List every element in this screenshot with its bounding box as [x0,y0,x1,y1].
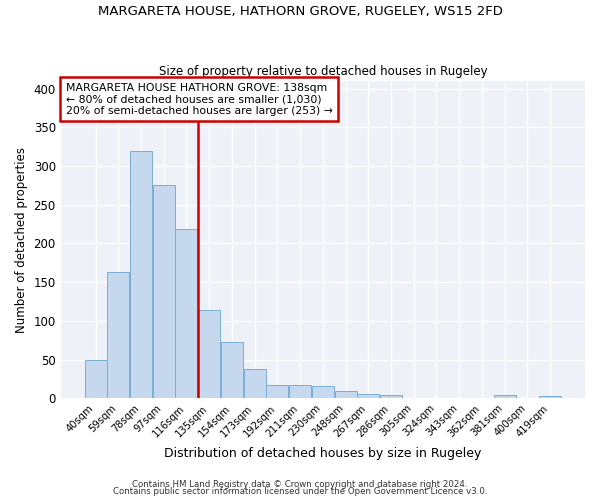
Bar [380,395,402,398]
Bar [130,150,152,398]
Bar [335,391,356,398]
Bar [221,342,243,398]
Bar [85,360,107,398]
Text: MARGARETA HOUSE, HATHORN GROVE, RUGELEY, WS15 2FD: MARGARETA HOUSE, HATHORN GROVE, RUGELEY,… [98,5,502,18]
Bar [244,369,266,398]
Text: MARGARETA HOUSE HATHORN GROVE: 138sqm
← 80% of detached houses are smaller (1,03: MARGARETA HOUSE HATHORN GROVE: 138sqm ← … [66,82,333,116]
Title: Size of property relative to detached houses in Rugeley: Size of property relative to detached ho… [158,66,487,78]
Bar [175,229,197,398]
Bar [494,395,516,398]
Bar [357,394,379,398]
Bar [289,385,311,398]
Text: Contains HM Land Registry data © Crown copyright and database right 2024.: Contains HM Land Registry data © Crown c… [132,480,468,489]
Bar [266,385,289,398]
Text: Contains public sector information licensed under the Open Government Licence v3: Contains public sector information licen… [113,488,487,496]
Y-axis label: Number of detached properties: Number of detached properties [15,146,28,332]
X-axis label: Distribution of detached houses by size in Rugeley: Distribution of detached houses by size … [164,447,482,460]
Bar [539,396,561,398]
Bar [312,386,334,398]
Bar [107,272,129,398]
Bar [198,310,220,398]
Bar [152,184,175,398]
